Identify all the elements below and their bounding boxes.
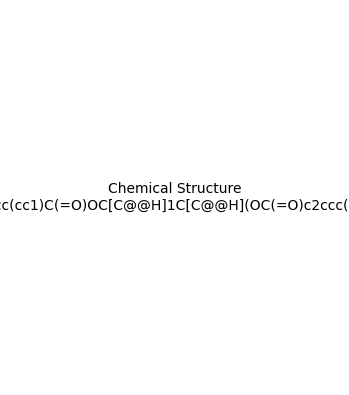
Text: Chemical Structure
Cc1ccc(cc1)C(=O)OC[C@@H]1C[C@@H](OC(=O)c2ccc(C)cc2: Chemical Structure Cc1ccc(cc1)C(=O)OC[C@… [0, 182, 349, 213]
